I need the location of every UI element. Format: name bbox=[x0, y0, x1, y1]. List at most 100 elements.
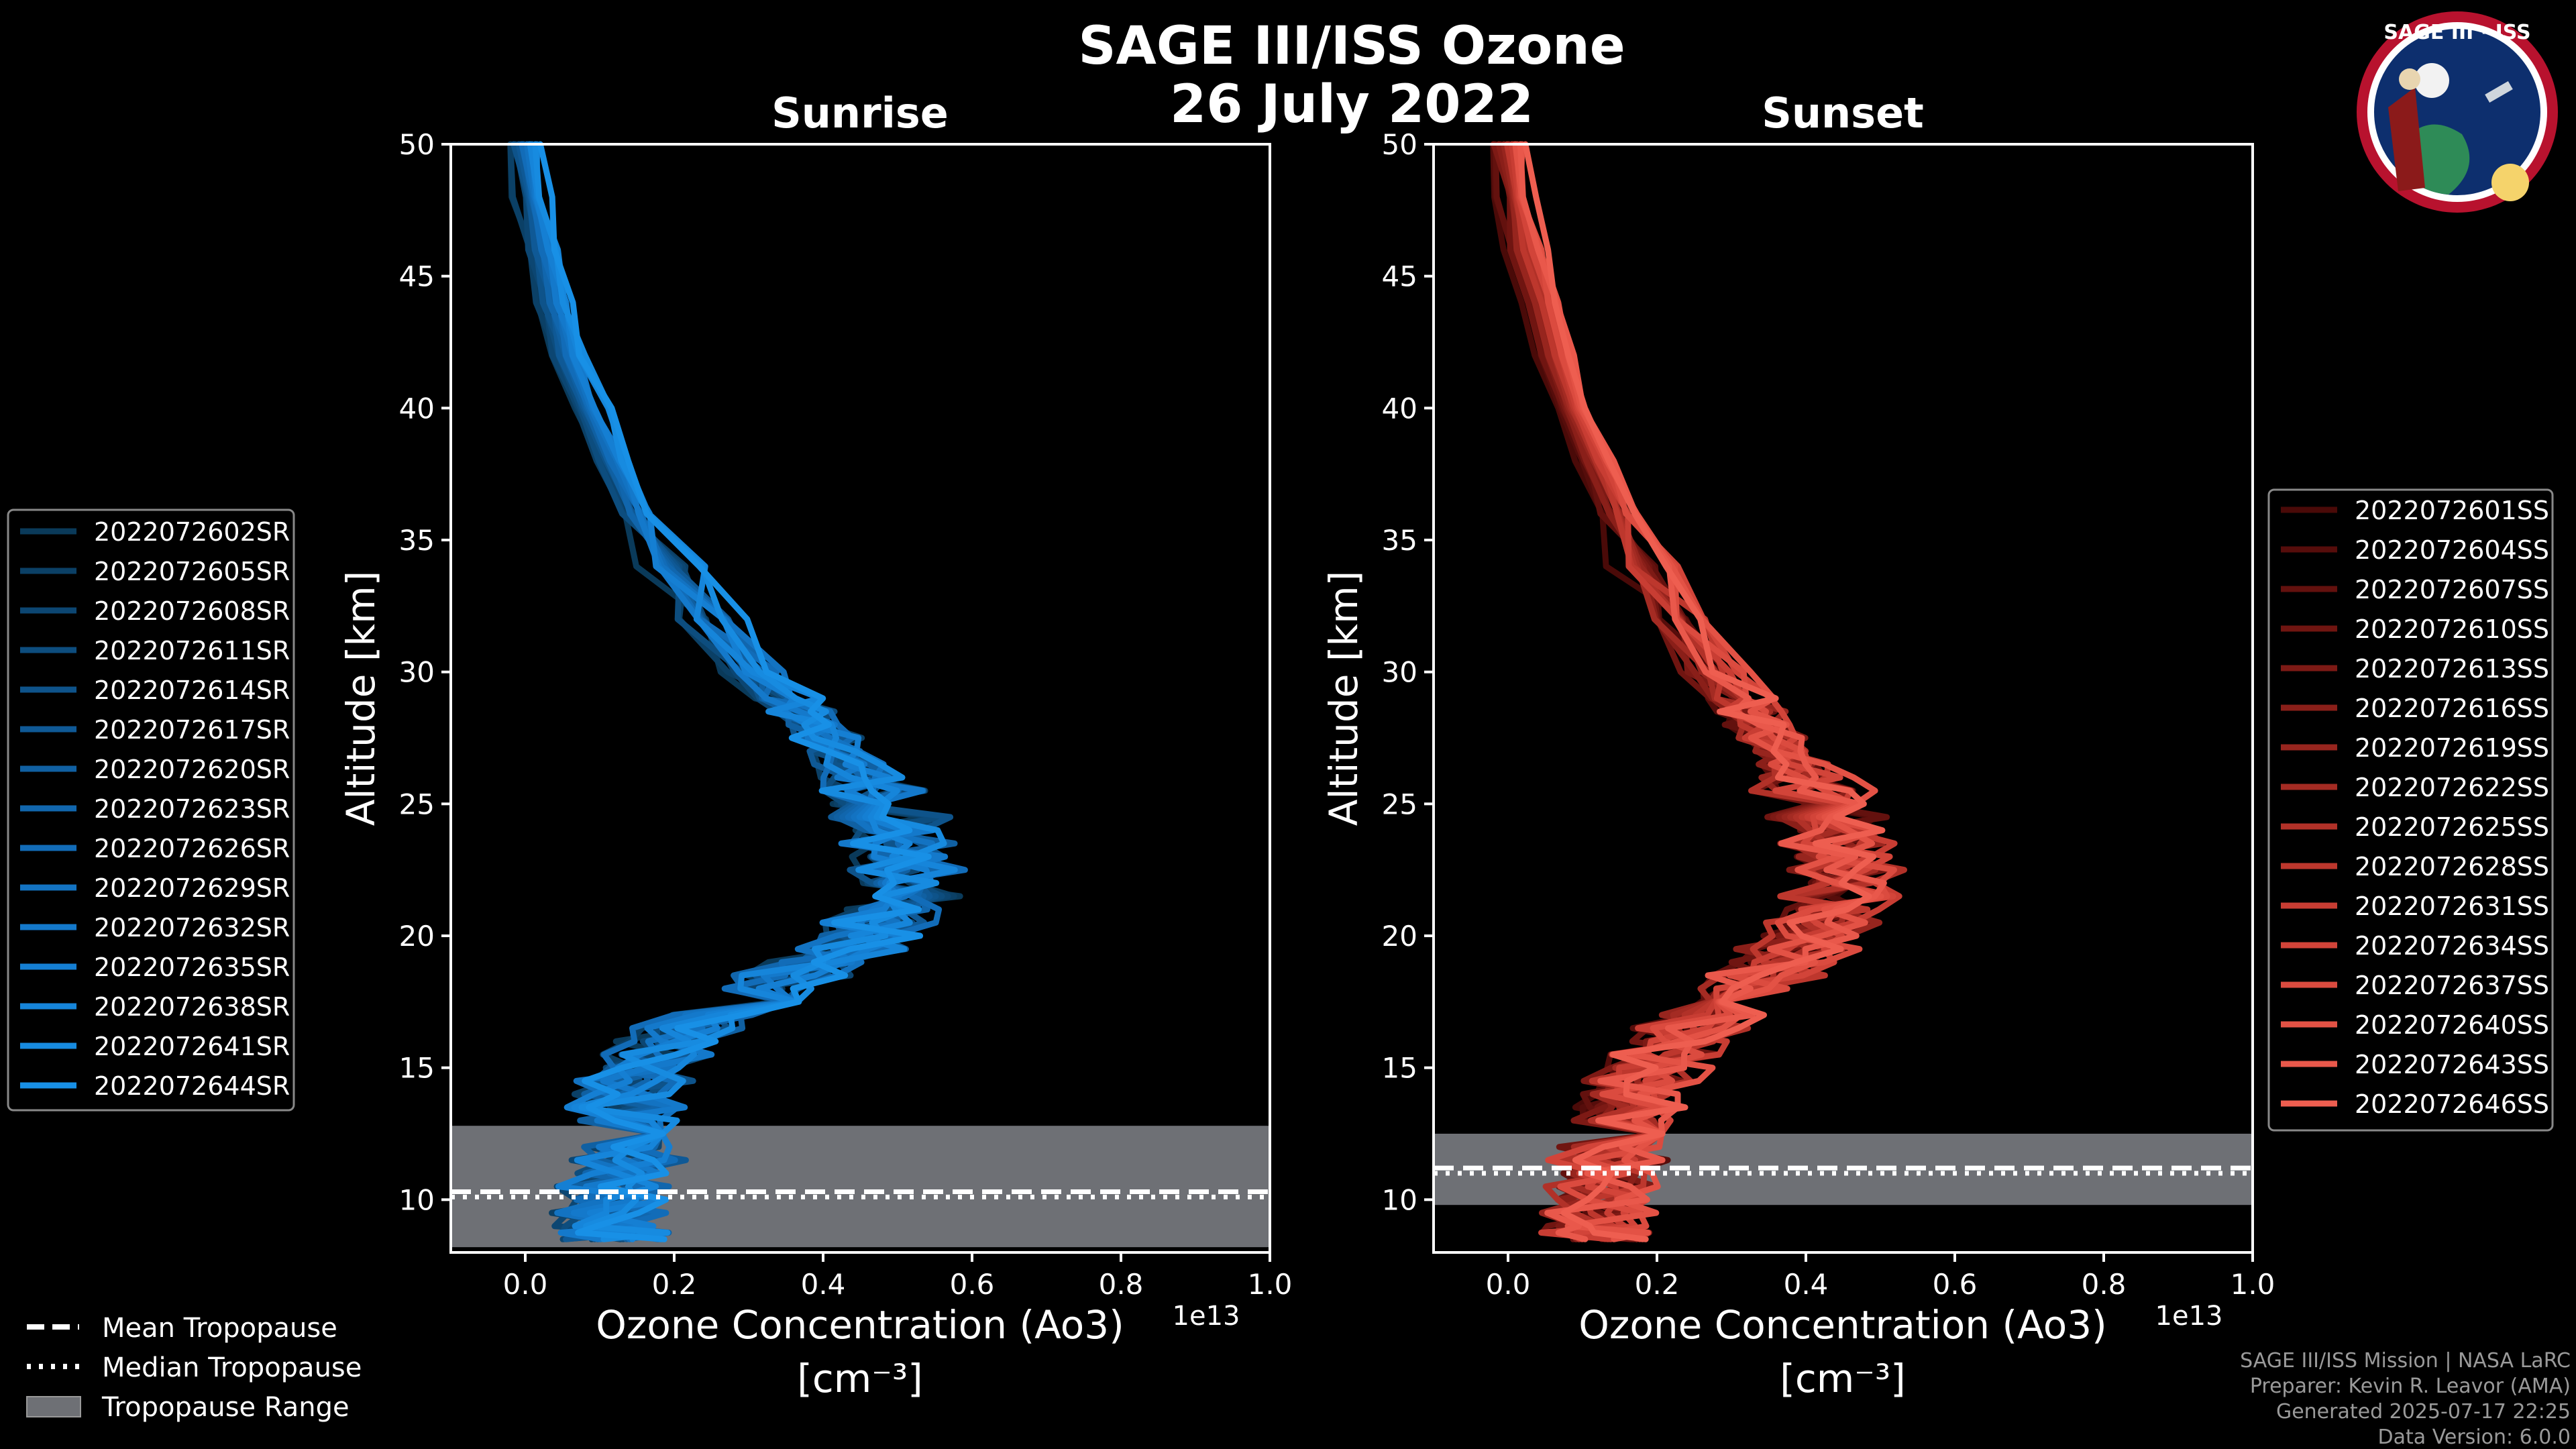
sunrise-x-tick-label: 0.2 bbox=[652, 1268, 697, 1301]
sunrise-plot-background bbox=[451, 144, 1270, 1252]
sunset-y-tick-label: 20 bbox=[1382, 920, 1417, 953]
sunrise-panel-title: Sunrise bbox=[771, 89, 949, 138]
sunset-y-tick-label: 15 bbox=[1382, 1052, 1417, 1085]
sunset-y-tick-label: 10 bbox=[1382, 1183, 1417, 1216]
footer-mission: SAGE III/ISS Mission | NASA LaRC bbox=[2240, 1349, 2571, 1373]
sunrise-legend-label: 2022072611SR bbox=[94, 636, 290, 665]
sunset-y-tick-label: 35 bbox=[1382, 524, 1417, 557]
sunrise-series-line-2022072644SR bbox=[537, 141, 932, 1242]
sunrise-x-axis-unit: [cm⁻³] bbox=[797, 1356, 923, 1401]
sunrise-y-tick-label: 20 bbox=[399, 920, 435, 953]
logo-text: SAGE III · ISS bbox=[2383, 21, 2530, 44]
sunrise-x-scale-label: 1e13 bbox=[1173, 1301, 1240, 1332]
sunset-profile-lines bbox=[1490, 141, 1907, 1242]
tropopause-range-swatch bbox=[26, 1396, 81, 1417]
sunrise-legend-label: 2022072617SR bbox=[94, 715, 290, 745]
sunset-y-tick-label: 45 bbox=[1382, 260, 1417, 293]
sunrise-y-axis-label: Altitude [km] bbox=[338, 571, 384, 826]
sunset-series-line-2022072646SS bbox=[1522, 141, 1886, 1242]
sunset-legend-label: 2022072610SS bbox=[2355, 614, 2549, 644]
sunset-y-tick-label: 25 bbox=[1382, 788, 1417, 820]
sunset-legend-label: 2022072634SS bbox=[2355, 931, 2549, 961]
sunset-legend-label: 2022072607SS bbox=[2355, 575, 2549, 604]
mean-tropopause-label: Mean Tropopause bbox=[102, 1313, 337, 1344]
sunset-legend-label: 2022072604SS bbox=[2355, 535, 2549, 565]
sunrise-legend-label: 2022072626SR bbox=[94, 834, 290, 863]
sunrise-legend-label: 2022072638SR bbox=[94, 992, 290, 1022]
sunset-x-tick-label: 0.2 bbox=[1635, 1268, 1680, 1301]
footer-preparer: Preparer: Kevin R. Leavor (AMA) bbox=[2250, 1375, 2571, 1398]
sunset-legend-label: 2022072637SS bbox=[2355, 971, 2549, 1000]
logo-figure-robe bbox=[2388, 87, 2425, 191]
sunrise-y-ticks: 10 15 20 25 30 35 40 45 50 bbox=[399, 128, 451, 1216]
tropopause-legend: Mean Tropopause Median Tropopause Tropop… bbox=[26, 1313, 362, 1423]
sunset-x-tick-label: 1.0 bbox=[2231, 1268, 2275, 1301]
sunset-legend-label: 2022072640SS bbox=[2355, 1010, 2549, 1040]
sunrise-legend-label: 2022072608SR bbox=[94, 596, 290, 626]
sunrise-legend-frame bbox=[7, 508, 295, 1112]
sunrise-x-tick-label: 0.6 bbox=[950, 1268, 995, 1301]
sunrise-x-ticks: 0.0 0.2 0.4 0.6 0.8 1.0 bbox=[503, 1252, 1293, 1301]
sunset-x-axis-unit: [cm⁻³] bbox=[1780, 1356, 1906, 1401]
sage-iii-iss-logo: SAGE III · ISS bbox=[2357, 11, 2558, 213]
sunrise-y-tick-label: 10 bbox=[399, 1183, 435, 1216]
sunset-legend-label: 2022072601SS bbox=[2355, 496, 2549, 525]
sunset-x-tick-label: 0.6 bbox=[1933, 1268, 1978, 1301]
sunrise-y-tick-label: 30 bbox=[399, 656, 435, 689]
sunrise-profile-lines bbox=[507, 141, 968, 1242]
sunset-plot-frame bbox=[1432, 143, 2254, 1254]
sunset-legend-label: 2022072619SS bbox=[2355, 733, 2549, 763]
logo-moon-icon bbox=[2414, 63, 2449, 98]
sunrise-legend-label: 2022072635SR bbox=[94, 953, 290, 982]
sunrise-legend-label: 2022072644SR bbox=[94, 1071, 290, 1101]
sunrise-y-tick-label: 25 bbox=[399, 788, 435, 820]
sunrise-legend-label: 2022072632SR bbox=[94, 913, 290, 943]
sunset-legend-label: 2022072646SS bbox=[2355, 1089, 2549, 1119]
sunrise-x-tick-label: 0.8 bbox=[1099, 1268, 1144, 1301]
sunrise-y-tick-label: 45 bbox=[399, 260, 435, 293]
sunrise-legend-label: 2022072605SR bbox=[94, 557, 290, 586]
sunrise-legend-label: 2022072641SR bbox=[94, 1032, 290, 1061]
sunrise-y-tick-label: 35 bbox=[399, 524, 435, 557]
sunrise-plot-area: 0.0 0.2 0.4 0.6 0.8 1.0 10 15 20 25 30 35 40 45 50 bbox=[399, 128, 1293, 1301]
figure-title-line1: SAGE III/ISS Ozone bbox=[1078, 16, 1625, 76]
sunrise-y-tick-label: 15 bbox=[399, 1052, 435, 1085]
sunrise-x-axis-label: Ozone Concentration (Ao3) bbox=[596, 1302, 1124, 1348]
sunset-plot-area: 0.0 0.2 0.4 0.6 0.8 1.0 10 15 20 25 30 35 40 45 50 bbox=[1382, 128, 2275, 1301]
figure-title-line2: 26 July 2022 bbox=[1170, 74, 1534, 135]
sunrise-x-tick-label: 1.0 bbox=[1248, 1268, 1293, 1301]
sunrise-plot-frame bbox=[449, 143, 1271, 1254]
sunrise-legend-label: 2022072629SR bbox=[94, 873, 290, 903]
sunset-y-axis-label: Altitude [km] bbox=[1321, 571, 1366, 826]
sunset-legend-label: 2022072616SS bbox=[2355, 694, 2549, 723]
sunset-y-tick-label: 40 bbox=[1382, 392, 1417, 425]
sunrise-y-tick-label: 40 bbox=[399, 392, 435, 425]
sunset-legend-label: 2022072625SS bbox=[2355, 812, 2549, 842]
sunset-legend-label: 2022072622SS bbox=[2355, 773, 2549, 802]
sunset-x-ticks: 0.0 0.2 0.4 0.6 0.8 1.0 bbox=[1486, 1252, 2275, 1301]
sunrise-legend-label: 2022072602SR bbox=[94, 517, 290, 547]
sunrise-legend: 2022072602SR 2022072605SR 2022072608SR 2022… bbox=[7, 508, 295, 1112]
sunset-legend-label: 2022072613SS bbox=[2355, 654, 2549, 684]
sunset-legend-frame bbox=[2267, 488, 2554, 1132]
logo-sun-icon bbox=[2491, 164, 2529, 201]
sunset-x-tick-label: 0.4 bbox=[1784, 1268, 1829, 1301]
sunset-x-tick-label: 0.0 bbox=[1486, 1268, 1531, 1301]
sunrise-legend-label: 2022072620SR bbox=[94, 755, 290, 784]
footer-version: Data Version: 6.0.0 bbox=[2378, 1426, 2571, 1449]
sunset-x-scale-label: 1e13 bbox=[2155, 1301, 2223, 1332]
sunset-y-tick-label: 50 bbox=[1382, 128, 1417, 161]
logo-iss-icon bbox=[2485, 80, 2513, 103]
sunset-y-ticks: 10 15 20 25 30 35 40 45 50 bbox=[1382, 128, 1434, 1216]
sunset-plot-background bbox=[1434, 144, 2253, 1252]
sunrise-legend-label: 2022072614SR bbox=[94, 676, 290, 705]
tropopause-range-label: Tropopause Range bbox=[101, 1392, 350, 1423]
sunset-legend-label: 2022072631SS bbox=[2355, 892, 2549, 921]
sunrise-y-tick-label: 50 bbox=[399, 128, 435, 161]
sunrise-legend-label: 2022072623SR bbox=[94, 794, 290, 824]
sunrise-x-tick-label: 0.0 bbox=[503, 1268, 548, 1301]
sunset-y-tick-label: 30 bbox=[1382, 656, 1417, 689]
sunset-x-tick-label: 0.8 bbox=[2082, 1268, 2127, 1301]
sunset-panel-title: Sunset bbox=[1762, 89, 1924, 138]
